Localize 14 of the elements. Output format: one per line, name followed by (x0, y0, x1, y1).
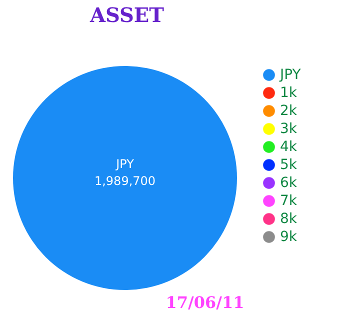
legend-label: 4k (280, 139, 298, 155)
legend-label: 2k (280, 103, 298, 119)
legend-label: 7k (280, 193, 298, 209)
legend-label: 9k (280, 229, 298, 245)
legend-label: 1k (280, 85, 298, 101)
legend-label: 5k (280, 157, 298, 173)
legend-label: 8k (280, 211, 298, 227)
data-label: 1,989,700 (94, 174, 156, 188)
legend-label: JPY (279, 67, 302, 83)
legend-label: 3k (280, 121, 298, 137)
slice-label: JPY (115, 157, 135, 171)
chart-title: ASSET (88, 3, 164, 27)
legend-label: 6k (280, 175, 298, 191)
text: 17/06/11 (166, 293, 244, 312)
